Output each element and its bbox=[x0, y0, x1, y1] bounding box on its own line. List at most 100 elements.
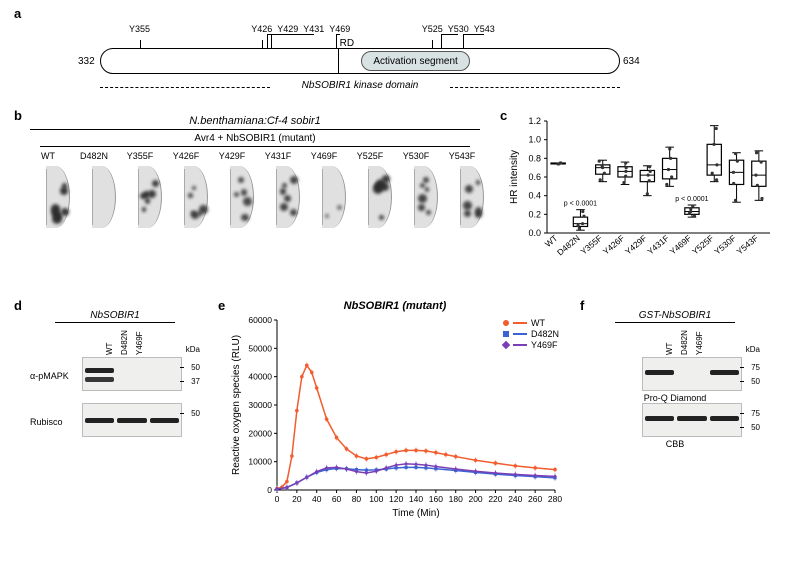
leaf-label: Y543F bbox=[440, 151, 484, 161]
tyrosine-label: Y355 bbox=[129, 24, 150, 34]
svg-text:40: 40 bbox=[312, 494, 322, 504]
blot-membrane bbox=[82, 357, 182, 391]
svg-text:0.0: 0.0 bbox=[528, 228, 541, 238]
leaf-half-image bbox=[256, 164, 300, 234]
leaf-half-image bbox=[118, 164, 162, 234]
blot-row-label: Rubisco bbox=[30, 417, 63, 427]
domain-caption: NbSOBIR1 kinase domain bbox=[100, 80, 620, 91]
leaf-label: D482N bbox=[72, 151, 116, 161]
legend-swatch bbox=[513, 322, 527, 324]
blot-row-label: Pro-Q Diamond bbox=[644, 393, 707, 403]
leaf-half-image bbox=[210, 164, 254, 234]
leaf-label: Y469F bbox=[302, 151, 346, 161]
svg-text:60000: 60000 bbox=[248, 315, 272, 325]
svg-text:180: 180 bbox=[449, 494, 463, 504]
svg-text:1.0: 1.0 bbox=[528, 135, 541, 145]
tyrosine-tick bbox=[140, 40, 141, 48]
panel-d-western-blot: NbSOBIR1 WTD482NY469F kDaα-pMAPK5037Rubi… bbox=[30, 310, 200, 447]
panel-e-title: NbSOBIR1 (mutant) bbox=[225, 300, 565, 312]
leaf-column: WT bbox=[26, 151, 70, 234]
leaf-label: Y355F bbox=[118, 151, 162, 161]
panel-e-ros-chart: NbSOBIR1 (mutant) 0100002000030000400005… bbox=[225, 300, 565, 530]
tyrosine-tick bbox=[441, 40, 442, 48]
tyrosine-label: Y426 bbox=[251, 24, 272, 34]
leaf-column: Y469F bbox=[302, 151, 346, 234]
leaf-label: WT bbox=[26, 151, 70, 161]
svg-text:Y525F: Y525F bbox=[690, 233, 716, 257]
svg-text:240: 240 bbox=[508, 494, 522, 504]
panel-a-domain-diagram: Activation segment RD 332 634 NbSOBIR1 k… bbox=[60, 10, 660, 90]
tyrosine-label: Y543 bbox=[474, 24, 495, 34]
leaf-column: Y543F bbox=[440, 151, 484, 234]
lane-label: Y469F bbox=[695, 325, 704, 355]
svg-text:1.2: 1.2 bbox=[528, 116, 541, 126]
svg-text:Reactive oxygen species (RLU): Reactive oxygen species (RLU) bbox=[231, 335, 242, 475]
svg-text:Y543F: Y543F bbox=[735, 233, 761, 257]
leaf-column: D482N bbox=[72, 151, 116, 234]
leaf-half-image bbox=[164, 164, 208, 234]
marker-label: 37 bbox=[191, 377, 200, 386]
panel-label-d: d bbox=[14, 298, 22, 313]
svg-text:Y469F: Y469F bbox=[668, 233, 694, 257]
marker-label: 50 bbox=[191, 409, 200, 418]
leaf-column: Y431F bbox=[256, 151, 300, 234]
leaf-label: Y426F bbox=[164, 151, 208, 161]
blot-membrane bbox=[82, 403, 182, 437]
marker-label: 50 bbox=[751, 377, 760, 386]
legend-swatch bbox=[513, 344, 527, 346]
tyrosine-label: Y469 bbox=[329, 24, 350, 34]
leaf-half-image bbox=[348, 164, 392, 234]
legend-item: D482N bbox=[503, 329, 559, 339]
svg-text:50000: 50000 bbox=[248, 343, 272, 353]
panel-f-kinase-assay: GST-NbSOBIR1 WTD482NY469F kDaPro-Q Diamo… bbox=[590, 310, 760, 447]
leaf-column: Y525F bbox=[348, 151, 392, 234]
leaf-column: Y429F bbox=[210, 151, 254, 234]
tyrosine-tick bbox=[432, 40, 433, 48]
svg-text:100: 100 bbox=[369, 494, 383, 504]
legend-item: WT bbox=[503, 318, 559, 328]
tyrosine-tick bbox=[267, 40, 268, 48]
panel-f-lane-labels: WTD482NY469F bbox=[618, 325, 750, 355]
tyrosine-label: Y431 bbox=[303, 24, 324, 34]
panel-b-leaf-images: N.benthamiana:Cf-4 sobir1 Avr4 + NbSOBIR… bbox=[20, 115, 490, 234]
svg-text:20000: 20000 bbox=[248, 428, 272, 438]
svg-text:20: 20 bbox=[292, 494, 302, 504]
tyrosine-label: Y525 bbox=[422, 24, 443, 34]
svg-text:30000: 30000 bbox=[248, 400, 272, 410]
marker-label: 50 bbox=[751, 423, 760, 432]
panel-d-lane-labels: WTD482NY469F bbox=[58, 325, 190, 355]
leaf-label: Y530F bbox=[394, 151, 438, 161]
marker-label: 75 bbox=[751, 409, 760, 418]
blot-membrane bbox=[642, 403, 742, 437]
panel-b-title: N.benthamiana:Cf-4 sobir1 bbox=[30, 115, 480, 130]
svg-text:80: 80 bbox=[352, 494, 362, 504]
tyrosine-tick bbox=[271, 40, 272, 48]
panel-e-legend: WTD482NY469F bbox=[503, 318, 559, 351]
panel-c-boxplot: 0.00.20.40.60.81.01.2HR intensityWTD482N… bbox=[505, 115, 775, 275]
svg-text:Y431F: Y431F bbox=[645, 233, 671, 257]
blot-row-label: α-pMAPK bbox=[30, 371, 69, 381]
tyrosine-tick bbox=[262, 40, 263, 48]
svg-text:Y426F: Y426F bbox=[601, 233, 627, 257]
svg-text:160: 160 bbox=[429, 494, 443, 504]
svg-text:D482N: D482N bbox=[555, 233, 582, 258]
leaf-label: Y525F bbox=[348, 151, 392, 161]
kinase-domain-bar: Activation segment bbox=[100, 48, 620, 74]
svg-text:220: 220 bbox=[488, 494, 502, 504]
svg-text:Y530F: Y530F bbox=[712, 233, 738, 257]
svg-text:200: 200 bbox=[468, 494, 482, 504]
leaf-column: Y426F bbox=[164, 151, 208, 234]
lane-label: WT bbox=[105, 325, 114, 355]
blot-membrane bbox=[642, 357, 742, 391]
leaf-half-image bbox=[394, 164, 438, 234]
svg-text:0.2: 0.2 bbox=[528, 209, 541, 219]
marker-label: 75 bbox=[751, 363, 760, 372]
panel-label-f: f bbox=[580, 298, 584, 313]
svg-text:Y429F: Y429F bbox=[623, 233, 649, 257]
svg-text:0.4: 0.4 bbox=[528, 191, 541, 201]
tyrosine-tick bbox=[463, 40, 464, 48]
activation-segment-label: Activation segment bbox=[373, 56, 458, 67]
blot-row-label: CBB bbox=[666, 439, 685, 449]
tyrosine-tick bbox=[336, 40, 337, 48]
panel-f-blot-rows: kDaPro-Q Diamond7550CBB7550 bbox=[590, 357, 760, 447]
